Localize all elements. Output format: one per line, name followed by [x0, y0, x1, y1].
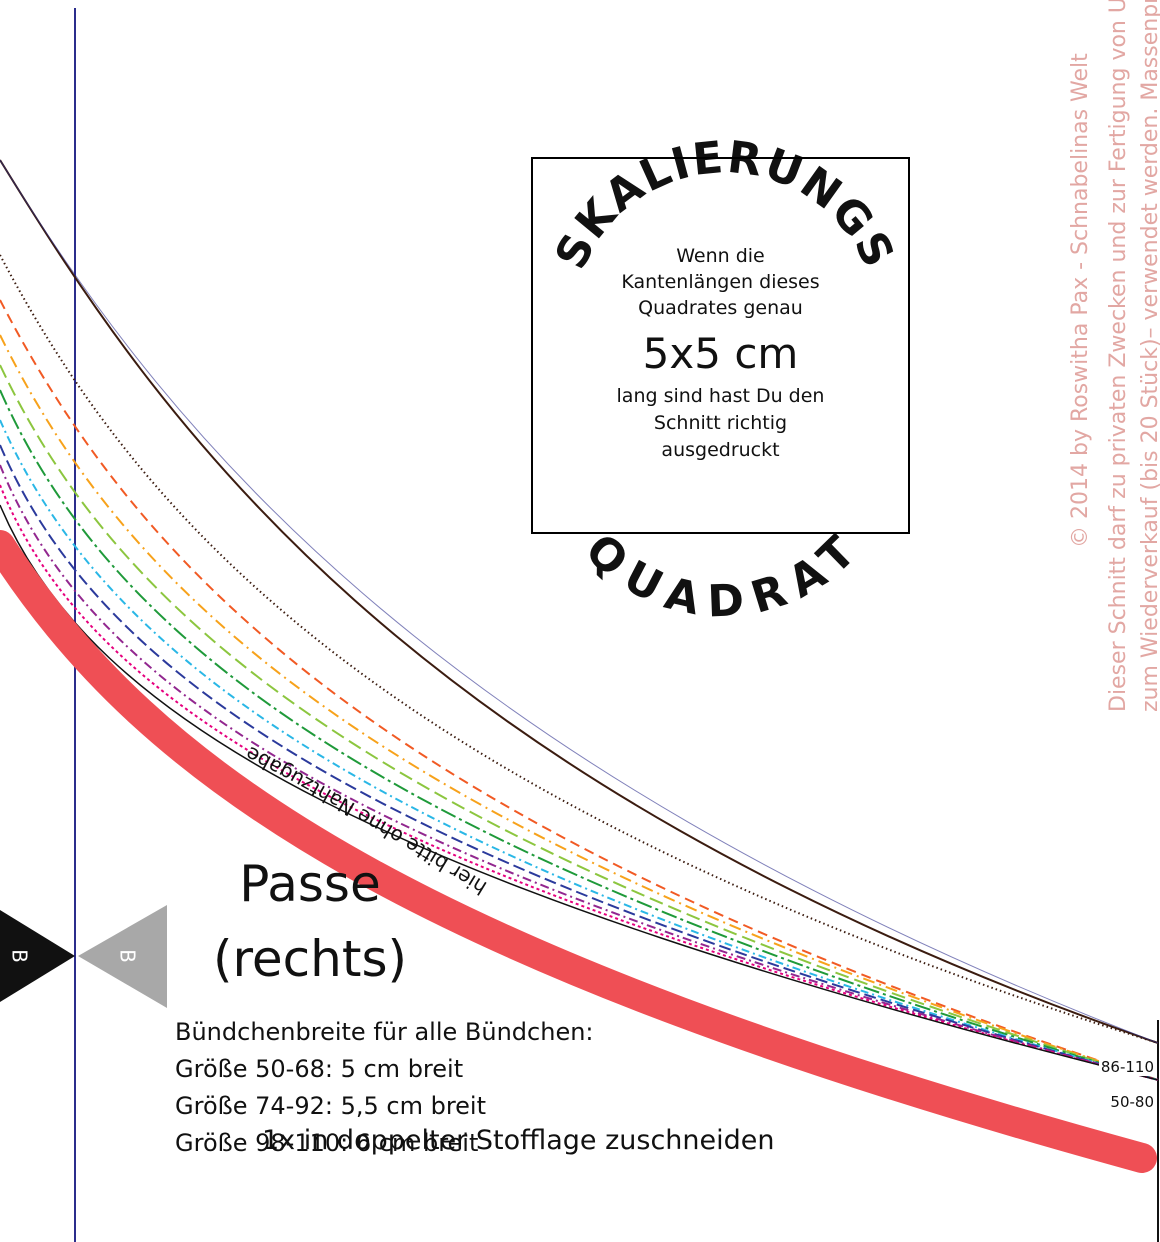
scale-square: Wenn die Kantenlängen dieses Quadrates g… [531, 157, 910, 534]
copyright-line-1: © 2014 by Roswitha Pax - Schnabelinas We… [1068, 53, 1093, 548]
scale-line-1: Wenn die [676, 245, 765, 267]
scale-line-2: Kantenlängen dieses [621, 271, 820, 293]
marker-right-label: B [116, 949, 140, 963]
seam-band [0, 530, 1157, 1173]
cuff-info-row: Größe 98-110: 6 cm breit [175, 1129, 479, 1157]
size-label-86-110: 86-110 [1098, 1058, 1156, 1076]
scale-line-5: Schnitt richtig [653, 412, 788, 434]
copyright-line-3: zum Wiederverkauf (bis 20 Stück)– verwen… [1138, 0, 1160, 712]
pattern-title: Passe [239, 855, 381, 913]
scale-arc-bottom: QUADRAT [575, 524, 868, 628]
copyright-block: © 2014 by Roswitha Pax - Schnabelinas We… [1038, 0, 1160, 712]
cuff-info-row: Größe 74-92: 5,5 cm breit [175, 1092, 487, 1120]
marker-left-label: B [8, 949, 32, 963]
cuff-info-heading: Bündchenbreite für alle Bündchen: [175, 1018, 594, 1046]
cuff-info-row: Größe 50-68: 5 cm breit [175, 1055, 464, 1083]
scale-line-6: ausgedruckt [661, 439, 780, 461]
cuff-info: Bündchenbreite für alle Bündchen: Größe … [175, 1014, 594, 1162]
copyright-line-2: Dieser Schnitt darf zu privaten Zwecken … [1106, 0, 1131, 712]
pattern-subtitle: (rechts) [212, 930, 408, 988]
scale-line-4: lang sind hast Du den [616, 385, 825, 407]
cut-note: 1x in doppelter Stofflage zuschneiden [262, 1125, 775, 1156]
size-label-50-80: 50-80 [1108, 1093, 1156, 1111]
scale-line-3: Quadrates genau [638, 297, 803, 319]
marker-left [0, 910, 75, 1002]
scale-size: 5x5 cm [642, 329, 799, 378]
size-curves [0, 159, 1159, 1081]
marker-right [78, 905, 167, 1008]
